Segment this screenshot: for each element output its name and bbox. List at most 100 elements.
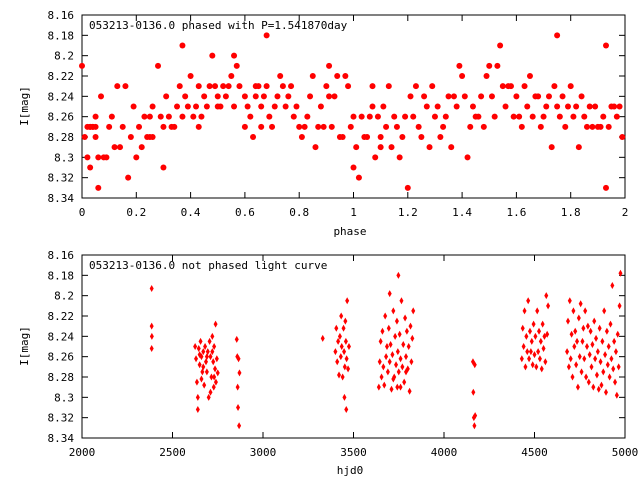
phased-data-point bbox=[212, 83, 219, 90]
unphased-data-point bbox=[386, 324, 391, 332]
phased-data-point bbox=[241, 93, 248, 100]
phased-data-point bbox=[567, 83, 574, 90]
unphased-data-point bbox=[404, 327, 409, 335]
phased-data-point bbox=[396, 154, 403, 161]
phased-data-point bbox=[589, 123, 596, 130]
unphased-data-point bbox=[237, 369, 242, 377]
unphased-data-point bbox=[569, 330, 574, 338]
unphased-data-point bbox=[522, 307, 527, 315]
unphased-data-point bbox=[599, 381, 604, 389]
unphased-data-point bbox=[149, 285, 154, 293]
phased-data-point bbox=[250, 134, 257, 140]
unphased-data-point bbox=[339, 343, 344, 350]
phased-data-point bbox=[377, 144, 384, 151]
unphased-data-point bbox=[336, 337, 341, 345]
phased-data-point bbox=[345, 83, 352, 90]
phased-data-point bbox=[127, 134, 134, 140]
phased-data-point bbox=[157, 113, 164, 120]
unphased-y-tick-label: 8.24 bbox=[48, 330, 75, 343]
unphased-data-point bbox=[527, 327, 532, 335]
phased-data-point bbox=[494, 62, 501, 69]
unphased-data-point bbox=[537, 355, 542, 363]
phased-data-point bbox=[339, 134, 346, 140]
phased-data-point bbox=[540, 113, 547, 120]
unphased-data-point bbox=[149, 332, 154, 340]
phased-data-point bbox=[437, 134, 444, 140]
phased-data-point bbox=[220, 83, 227, 90]
unphased-data-point bbox=[587, 351, 592, 359]
phased-data-point bbox=[260, 93, 267, 100]
phased-data-point bbox=[288, 83, 295, 90]
phased-data-point bbox=[407, 93, 414, 100]
unphased-data-point bbox=[609, 355, 614, 363]
unphased-data-point bbox=[343, 337, 348, 345]
phased-data-point bbox=[228, 73, 235, 79]
unphased-x-tick-label: 2500 bbox=[159, 446, 186, 459]
unphased-data-point bbox=[391, 375, 396, 383]
phased-data-point bbox=[412, 83, 419, 90]
phased-x-tick-label: 0.8 bbox=[289, 206, 309, 219]
unphased-data-point bbox=[378, 337, 383, 345]
unphased-data-point bbox=[578, 300, 583, 308]
unphased-data-point bbox=[532, 351, 537, 359]
unphased-data-point bbox=[519, 355, 524, 363]
phased-data-point bbox=[184, 103, 191, 110]
phased-data-point bbox=[524, 103, 531, 110]
unphased-data-point bbox=[535, 307, 540, 315]
unphased-data-point bbox=[594, 371, 599, 379]
phased-y-tick-label: 8.28 bbox=[48, 131, 75, 144]
unphased-data-point bbox=[396, 368, 401, 376]
unphased-x-tick-label: 5000 bbox=[612, 446, 639, 459]
phased-data-point bbox=[350, 113, 357, 120]
unphased-data-point bbox=[616, 363, 621, 371]
phased-data-point bbox=[440, 123, 447, 130]
unphased-data-point bbox=[398, 383, 403, 391]
unphased-data-point bbox=[215, 369, 220, 377]
unphased-data-point bbox=[536, 348, 541, 356]
phased-data-point bbox=[304, 113, 311, 120]
phased-data-point bbox=[426, 144, 433, 151]
unphased-data-point bbox=[203, 343, 208, 350]
unphased-data-point bbox=[603, 388, 608, 396]
unphased-data-point bbox=[343, 317, 348, 325]
unphased-data-point bbox=[195, 393, 200, 401]
unphased-data-point bbox=[197, 351, 202, 359]
phased-x-tick-label: 0.2 bbox=[126, 206, 146, 219]
unphased-data-point bbox=[204, 353, 209, 361]
phased-data-point bbox=[271, 103, 278, 110]
phased-x-axis-label: phase bbox=[333, 225, 366, 238]
phased-plot-panel: 053213-0136.0 phased with P=1.541870day … bbox=[18, 9, 628, 238]
phased-data-point bbox=[521, 83, 528, 90]
phased-data-point bbox=[328, 123, 335, 130]
phased-data-point bbox=[377, 134, 384, 140]
phased-data-point bbox=[469, 103, 476, 110]
unphased-data-point bbox=[208, 353, 213, 361]
unphased-data-point bbox=[394, 361, 399, 369]
unphased-data-point bbox=[391, 307, 396, 315]
unphased-data-point bbox=[531, 320, 536, 328]
phased-x-ticks: 0 0.2 0.4 0.6 0.8 1 1.2 1.4 1.6 1.8 2 bbox=[79, 15, 628, 219]
unphased-data-point bbox=[566, 363, 571, 371]
phased-data-point bbox=[282, 103, 289, 110]
phased-data-point bbox=[201, 93, 208, 100]
phased-data-point bbox=[79, 62, 85, 69]
unphased-data-point bbox=[577, 353, 582, 361]
unphased-data-point bbox=[384, 353, 389, 361]
unphased-data-point bbox=[334, 324, 339, 332]
phased-data-point bbox=[195, 123, 202, 130]
phased-data-point bbox=[214, 93, 221, 100]
phased-data-point bbox=[611, 103, 618, 110]
unphased-data-point bbox=[575, 383, 580, 391]
unphased-y-tick-label: 8.22 bbox=[48, 310, 75, 323]
unphased-data-point bbox=[611, 365, 616, 373]
unphased-data-point bbox=[605, 361, 610, 369]
phased-data-point bbox=[141, 113, 148, 120]
unphased-data-point bbox=[600, 337, 605, 345]
unphased-x-tick-label: 4500 bbox=[521, 446, 548, 459]
unphased-data-point bbox=[390, 351, 395, 359]
unphased-data-point bbox=[602, 307, 607, 315]
unphased-data-point bbox=[400, 363, 405, 371]
unphased-data-point bbox=[615, 330, 620, 338]
unphased-data-point bbox=[586, 378, 591, 386]
phased-data-point bbox=[592, 103, 599, 110]
